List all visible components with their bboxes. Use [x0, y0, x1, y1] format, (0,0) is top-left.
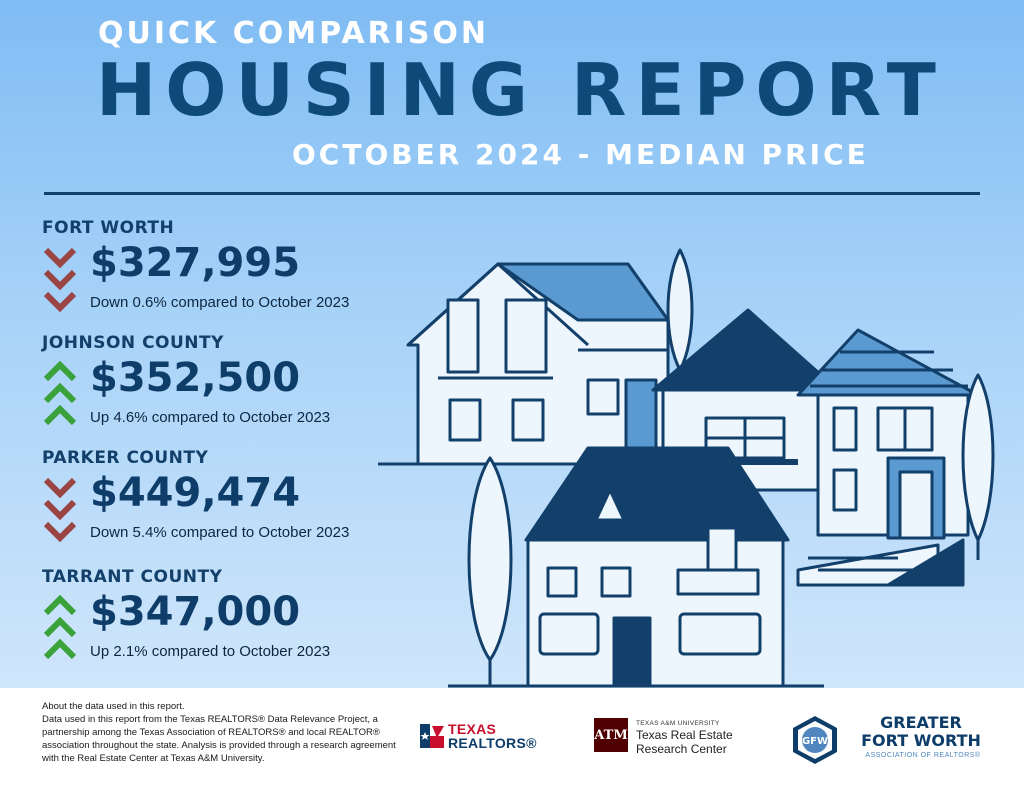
- houses-illustration: [378, 248, 995, 688]
- texas-realtors-logo: TEXAS REALTORS®: [420, 720, 536, 756]
- region-fort-worth: FORT WORTH $327,995 Down 0.6% compared t…: [42, 218, 402, 313]
- tamu-mark-icon: ATM: [594, 718, 628, 752]
- gfw-line2: FORT WORTH: [861, 731, 981, 750]
- report-subtitle: OCTOBER 2024 - MEDIAN PRICE: [292, 138, 869, 171]
- note-title: About the data used in this report.: [42, 701, 185, 712]
- data-source-note: About the data used in this report. Data…: [42, 700, 402, 765]
- texas-flag-icon: [420, 724, 444, 748]
- gfw-badge-icon: GFW: [793, 716, 837, 764]
- region-tarrant-county: TARRANT COUNTY $347,000 Up 2.1% compared…: [42, 567, 402, 660]
- tamu-center-line1: Texas Real Estate: [636, 728, 733, 742]
- price-change: Down 5.4% compared to October 2023: [90, 524, 350, 541]
- median-price: $449,474: [90, 470, 301, 516]
- median-price: $352,500: [90, 355, 301, 401]
- report-kicker: QUICK COMPARISON: [98, 16, 490, 51]
- price-change: Up 2.1% compared to October 2023: [90, 643, 331, 660]
- greater-fort-worth-logo: GFW GREATER FORT WORTH ASSOCIATION OF RE…: [790, 712, 990, 772]
- tamu-research-center-logo: ATM TEXAS A&M UNIVERSITY Texas Real Esta…: [594, 716, 734, 760]
- region-name: JOHNSON COUNTY: [42, 333, 224, 353]
- median-price: $347,000: [90, 589, 301, 635]
- region-name: PARKER COUNTY: [42, 448, 209, 468]
- gfw-badge-text: GFW: [802, 736, 828, 747]
- region-name: TARRANT COUNTY: [42, 567, 223, 587]
- median-price: $327,995: [90, 240, 301, 286]
- price-change: Up 4.6% compared to October 2023: [90, 409, 331, 426]
- down-arrows-icon: [43, 477, 77, 543]
- tamu-center-line2: Research Center: [636, 742, 727, 756]
- report-title: HOUSING REPORT: [96, 48, 945, 132]
- price-change: Down 0.6% compared to October 2023: [90, 294, 350, 311]
- down-arrows-icon: [43, 247, 77, 313]
- gfw-line1: GREATER: [880, 713, 962, 732]
- region-parker-county: PARKER COUNTY $449,474 Down 5.4% compare…: [42, 448, 402, 543]
- region-johnson-county: JOHNSON COUNTY $352,500 Up 4.6% compared…: [42, 333, 402, 426]
- hero-banner: QUICK COMPARISON HOUSING REPORT OCTOBER …: [0, 0, 1024, 688]
- tamu-university-label: TEXAS A&M UNIVERSITY: [636, 720, 720, 727]
- texas-realtors-line1: TEXAS: [448, 721, 497, 737]
- note-body: Data used in this report from the Texas …: [42, 714, 396, 764]
- title-divider: [44, 192, 980, 195]
- region-name: FORT WORTH: [42, 218, 175, 238]
- texas-realtors-line2: REALTORS: [448, 735, 527, 751]
- up-arrows-icon: [43, 360, 77, 426]
- up-arrows-icon: [43, 594, 77, 660]
- gfw-subtitle: ASSOCIATION OF REALTORS®: [865, 752, 981, 759]
- texas-realtors-mark: ®: [526, 735, 537, 751]
